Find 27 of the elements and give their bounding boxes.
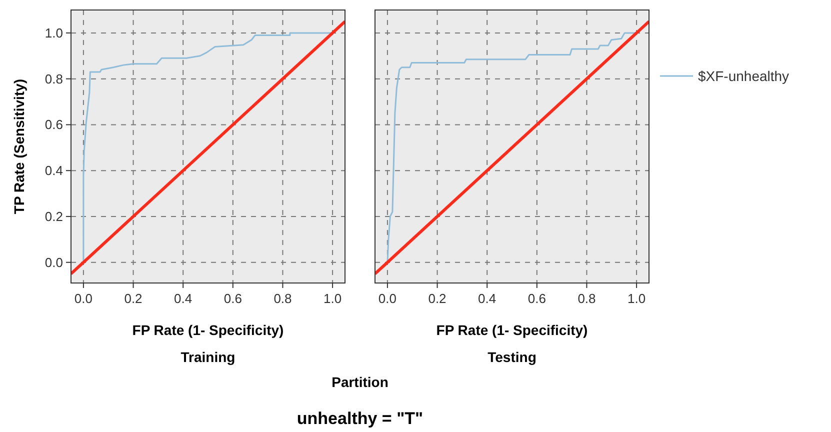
y-tick-label: 1.0 — [44, 25, 63, 40]
x-tick-label: 1.0 — [324, 291, 342, 306]
x-tick-label: 0.4 — [478, 291, 496, 306]
x-tick-label: 1.0 — [628, 291, 646, 306]
line-series — [82, 32, 334, 264]
y-axis-title: TP Rate (Sensitivity) — [11, 78, 27, 214]
text: Testing — [488, 349, 536, 365]
y-tick-label: 0.8 — [44, 71, 63, 86]
x-axis-title: FP Rate (1- Specificity) — [436, 322, 588, 338]
y-tick-label: 0.4 — [44, 163, 63, 178]
x-tick-label: 0.6 — [528, 291, 546, 306]
x-tick-label: 0.0 — [74, 291, 92, 306]
x-tick-label: 0.0 — [378, 291, 396, 306]
x-axis-title: FP Rate (1- Specificity) — [132, 322, 284, 338]
x-tick-label: 0.2 — [124, 291, 142, 306]
text: Partition — [332, 374, 388, 390]
text: Training — [180, 349, 236, 365]
legend-label: $XF-unhealthy — [698, 68, 790, 84]
y-tick-label: 0.2 — [44, 208, 63, 224]
x-tick-label: 0.2 — [428, 291, 446, 306]
x-tick-label: 0.8 — [274, 291, 292, 306]
x-tick-label: 0.8 — [578, 291, 596, 306]
x-tick-label: 0.6 — [224, 291, 242, 306]
y-tick-label: 0.0 — [44, 254, 63, 270]
text: unhealthy = "T" — [296, 409, 424, 428]
x-tick-label: 0.4 — [174, 291, 192, 306]
y-tick-label: 0.6 — [44, 117, 63, 132]
